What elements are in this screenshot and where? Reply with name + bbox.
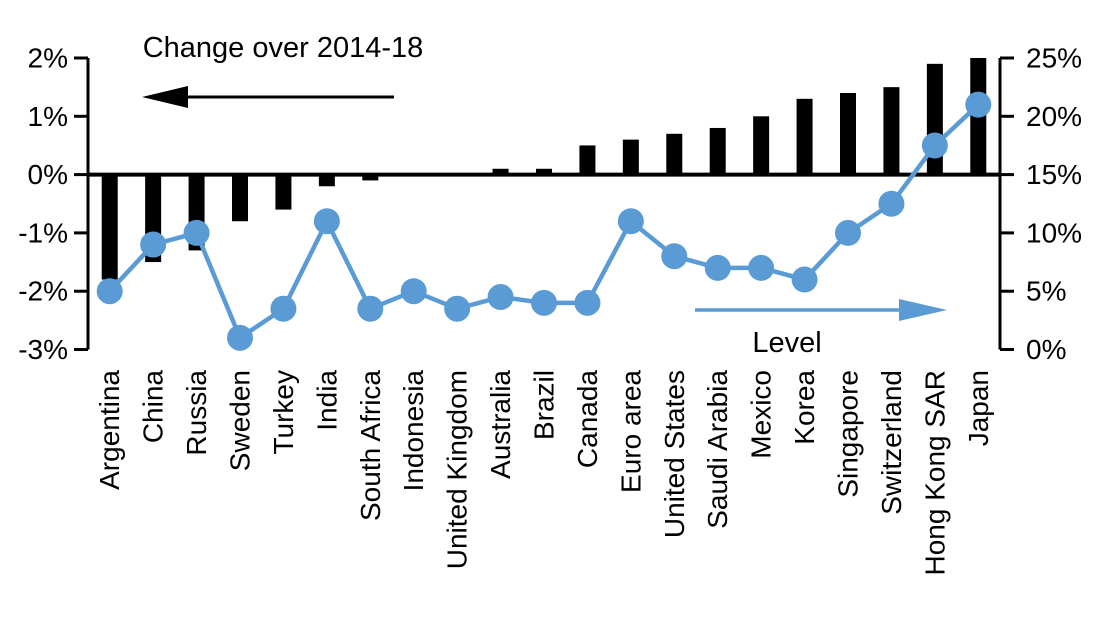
bar [709, 127, 726, 175]
left-axis-tick-label: -1% [18, 217, 68, 248]
bar-series [101, 58, 987, 280]
category-label: Hong Kong SAR [919, 370, 950, 575]
line-marker [661, 243, 688, 270]
category-label: Argentina [94, 370, 125, 490]
category-label: Korea [789, 370, 820, 445]
bar-series-annotation-label: Change over 2014-18 [143, 32, 424, 64]
bar [840, 92, 856, 175]
bar [362, 174, 379, 181]
line-marker [791, 266, 818, 293]
category-label: Australia [485, 370, 516, 479]
left-axis-tick-label: 1% [28, 101, 68, 132]
right-axis: 25% 20% 15% 10% 5% 0% [998, 43, 1082, 365]
line-series [96, 91, 992, 351]
category-label: South Africa [355, 370, 386, 521]
bar [232, 174, 248, 222]
left-axis-tick-label: -3% [18, 334, 68, 365]
category-label: Sweden [225, 370, 256, 471]
category-label: Singapore [833, 370, 864, 498]
line-marker [704, 254, 731, 281]
category-label: Mexico [746, 370, 777, 459]
line-series-annotation-label: Level [752, 327, 821, 359]
bar [753, 116, 770, 175]
line-series-annotation: Level [695, 299, 947, 359]
bar [796, 98, 813, 175]
left-axis: 2% 1% 0% -1% -2% -3% [18, 43, 90, 365]
category-label: China [138, 370, 169, 444]
bar [536, 168, 552, 175]
category-label: United States [659, 370, 690, 538]
bar [492, 168, 509, 175]
category-label: Turkey [268, 370, 299, 455]
right-axis-tick-label: 5% [1026, 276, 1066, 307]
line-marker [400, 278, 427, 305]
line-marker [835, 219, 861, 246]
category-label: Japan [963, 370, 994, 446]
bar [579, 145, 596, 175]
right-axis-tick-label: 20% [1026, 101, 1082, 132]
bar [318, 174, 335, 187]
bar [275, 174, 292, 210]
category-label: Saudi Arabia [702, 370, 733, 529]
line-marker [444, 295, 471, 322]
category-label: United Kingdom [442, 370, 473, 569]
line-marker [574, 289, 601, 316]
line-marker [96, 278, 123, 305]
bar [666, 133, 683, 175]
category-label: Brazil [529, 370, 560, 440]
bar [883, 87, 900, 175]
bar [622, 139, 639, 175]
right-axis-tick-label: 25% [1026, 43, 1082, 74]
line-marker [313, 208, 340, 235]
line-marker [183, 219, 210, 246]
bar-series-annotation: Change over 2014-18 [142, 32, 423, 108]
left-arrow-icon [142, 86, 188, 108]
line-marker [227, 324, 253, 351]
left-axis-tick-label: -2% [18, 276, 68, 307]
right-arrow-icon [899, 299, 947, 321]
line-marker [878, 190, 905, 217]
line-marker [921, 132, 948, 159]
line-marker [748, 254, 775, 281]
left-axis-tick-label: 0% [28, 159, 68, 190]
line-marker [617, 208, 644, 235]
category-axis: Argentina China Russia Sweden Turkey India Sou… [94, 370, 994, 576]
category-label: India [311, 370, 342, 431]
category-label: Indonesia [398, 370, 429, 492]
line-marker [531, 289, 557, 316]
category-label: Russia [181, 370, 212, 456]
category-label: Canada [572, 370, 603, 469]
right-axis-tick-label: 15% [1026, 159, 1082, 190]
line-marker [487, 284, 514, 311]
line-marker [270, 295, 297, 322]
right-axis-tick-label: 0% [1026, 334, 1066, 365]
line-marker [140, 231, 167, 258]
left-axis-tick-label: 2% [28, 43, 68, 74]
right-axis-tick-label: 10% [1026, 217, 1082, 248]
category-label: Euro area [615, 370, 646, 493]
bar [101, 174, 118, 280]
line-marker [965, 91, 992, 118]
category-label: Switzerland [876, 370, 907, 515]
line-marker [357, 295, 384, 322]
